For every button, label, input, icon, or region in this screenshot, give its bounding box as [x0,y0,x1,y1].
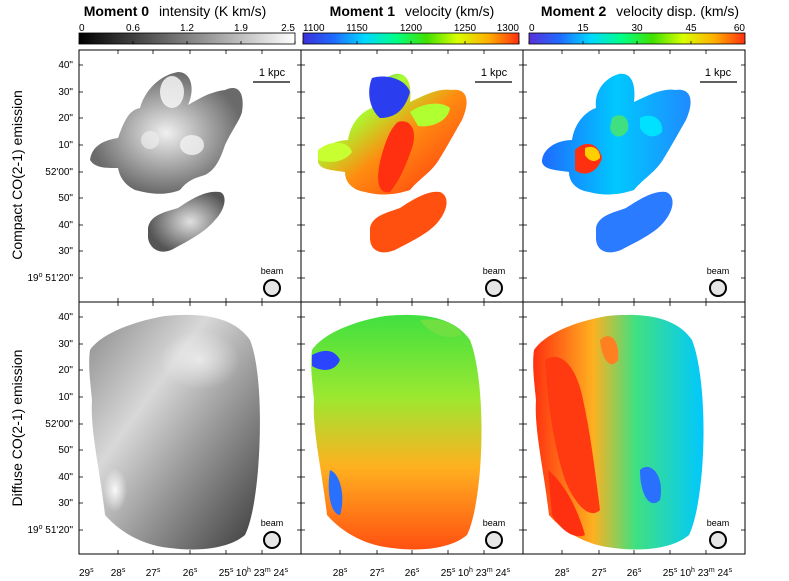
ra-tick-label: 26s [627,567,642,579]
colorbar-1-title-bold: Moment 1 [330,3,396,19]
ra-tick-label-end: 10h 23m 24s [458,567,511,579]
colorbar-1-tick-label: 1250 [454,23,477,34]
scale-bar-label: 1 kpc [481,67,508,79]
dec-tick-label-bottom: 19o 51'20" [27,524,73,536]
ra-tick-label: 28s [555,567,570,579]
svg-text:Moment 2 velocity disp.: Moment 2 velocity disp. (km/s) [541,3,739,19]
beam-circle [263,279,281,297]
ra-tick-label: 28s [111,567,126,579]
ra-tick-label: 25s [663,567,678,579]
beam-label: beam [261,266,284,276]
colorbar-0-tick-label: 2.5 [281,23,295,34]
beam-circle [709,531,727,549]
scale-bar-label: 1 kpc [259,67,286,79]
colorbar-1-title-rest: velocity (km/s) [405,3,494,19]
dec-tick-label: 30" [58,498,73,509]
colorbar-2-tick-label: 45 [685,23,697,34]
panel-diffuse-moment2: beam [523,302,745,554]
ra-tick-label-end: 10h 23m 24s [680,567,733,579]
dec-tick-label: 52'00" [45,419,73,430]
dec-tick-label: 50" [58,193,73,204]
ra-tick-label: 29s [79,567,94,579]
dec-tick-label: 40" [58,472,73,483]
colorbar-1-tick-label: 1300 [497,23,520,34]
svg-text:Moment 1 velocity (km/s): Moment 1 velocity (km/s) [330,3,495,19]
colorbar-1-tick-label: 1200 [400,23,423,34]
dec-tick-label: 40" [58,220,73,231]
colorbar-0-tick-label: 0 [79,23,85,34]
ra-tick-label: 25s [219,567,234,579]
ra-tick-label: 25s [441,567,456,579]
beam-circle [485,531,503,549]
panel-compact-moment1: 1 kpc beam [301,50,523,302]
colorbar-2-tick-label: 60 [734,23,746,34]
dec-tick-label: 10" [58,140,73,151]
dec-tick-label: 20" [58,113,73,124]
beam-label: beam [707,266,730,276]
colorbar-2-title-bold: Moment 2 [541,3,607,19]
ra-tick-label: 27s [146,567,161,579]
dec-tick-label: 20" [58,365,73,376]
row-label-compact: Compact CO(2-1) emission [9,90,25,260]
beam-label: beam [483,266,506,276]
colorbar-0-tick-label: 1.9 [234,23,248,34]
colorbar-1-tick-label: 1100 [303,23,325,34]
ra-tick-label: 26s [405,567,420,579]
ra-tick-label: 27s [370,567,385,579]
dec-axis-labels: 40" 30" 20" 10" 52'00" 50" 40" 30" 19o 51'20" 40"… [27,60,73,536]
dec-tick-label: 50" [58,445,73,456]
ra-tick-label: 27s [592,567,607,579]
colorbar-2: Moment 2 velocity disp. (km/s) 0 15 30 45 60 [528,3,746,45]
colorbar-2-tick-label: 0 [529,23,535,34]
colorbar-2-tick-label: 30 [631,23,643,34]
colorbar-1: Moment 1 velocity (km/s) 1100 1150 1200 125… [302,3,520,45]
dec-tick-label: 10" [58,392,73,403]
panel-compact-moment0: 1 kpc beam [79,50,301,302]
axis-ticks [78,50,745,554]
row-label-diffuse: Diffuse CO(2-1) emission [9,350,25,507]
colorbar-0: Moment 0 intensity (K km/s) 0 0.6 1.2 1.9 2.… [78,3,295,45]
ra-tick-label: 26s [183,567,198,579]
ra-tick-label: 28s [333,567,348,579]
dec-tick-label: 40" [58,312,73,323]
dec-tick-label: 52'00" [45,167,73,178]
colorbar-0-tick-label: 1.2 [180,23,194,34]
beam-circle [263,531,281,549]
beam-circle [485,279,503,297]
colorbar-0-title-bold: Moment 0 [84,3,150,19]
colorbar-2-title-rest: velocity disp. (km/s) [616,3,739,19]
svg-text:Moment 0 intensity (K km: Moment 0 intensity (K km/s) [84,3,267,19]
ra-tick-label-end: 10h 23m 24s [236,567,289,579]
beam-circle [709,279,727,297]
panel-compact-moment2: 1 kpc beam [523,50,745,302]
beam-label: beam [483,518,506,528]
dec-tick-label: 30" [58,246,73,257]
dec-tick-label: 40" [58,60,73,71]
panel-diffuse-moment0: beam [79,302,301,554]
colorbar-0-tick-label: 0.6 [126,23,140,34]
panel-diffuse-moment1: beam [301,302,523,554]
ra-axis-labels: 29s 28s 27s 26s 25s 10h 23m 24s 28s 27s 26s 25s 10… [79,567,733,579]
dec-tick-label: 30" [58,339,73,350]
beam-label: beam [707,518,730,528]
colorbar-0-title-rest: intensity (K km/s) [159,3,266,19]
colorbar-1-tick-label: 1150 [346,23,368,34]
scale-bar-label: 1 kpc [705,67,732,79]
dec-tick-label: 30" [58,87,73,98]
dec-tick-label-bottom: 19o 51'20" [27,272,73,284]
beam-label: beam [261,518,284,528]
colorbar-2-tick-label: 15 [577,23,589,34]
